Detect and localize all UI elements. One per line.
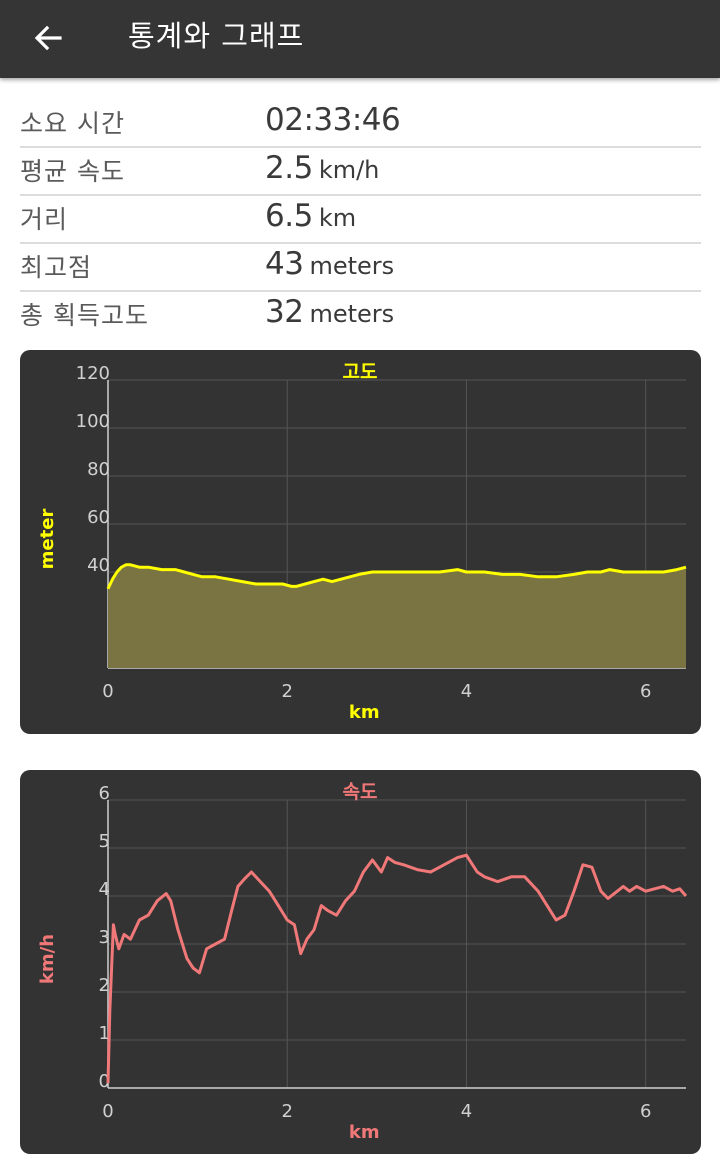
y-tick-label: 100 xyxy=(76,411,110,432)
y-tick-label: 1 xyxy=(99,1023,110,1044)
x-tick-label: 4 xyxy=(461,681,472,702)
y-tick-label: 5 xyxy=(99,831,110,852)
stat-value: 2.5 km/h xyxy=(265,150,379,186)
stat-row-max-elevation: 최고점 43 meters xyxy=(20,244,701,292)
stat-value: 02:33:46 xyxy=(265,102,401,138)
y-tick-label: 0 xyxy=(99,1071,110,1092)
x-tick-label: 0 xyxy=(102,681,113,702)
stat-value: 43 meters xyxy=(265,246,394,282)
x-axis-label: km xyxy=(349,1122,380,1143)
x-tick-label: 2 xyxy=(281,681,292,702)
arrow-left-icon xyxy=(34,25,62,51)
stat-label: 총 획득고도 xyxy=(20,301,149,330)
stat-unit: km/h xyxy=(318,156,380,184)
chart-title: 고도 xyxy=(343,361,378,383)
stat-unit: meters xyxy=(309,300,395,328)
page-title: 통계와 그래프 xyxy=(128,19,305,53)
stat-row-duration: 소요 시간 02:33:46 xyxy=(20,100,701,148)
stat-unit: km xyxy=(318,204,357,232)
stat-row-avg-speed: 평균 속도 2.5 km/h xyxy=(20,148,701,196)
app-bar: 통계와 그래프 xyxy=(0,0,720,78)
y-tick-label: 40 xyxy=(87,555,110,576)
y-tick-label: 2 xyxy=(99,975,110,996)
stat-unit: meters xyxy=(309,252,395,280)
elevation-area-fill xyxy=(108,564,686,668)
y-tick-label: 120 xyxy=(76,363,110,384)
y-tick-label: 4 xyxy=(99,879,110,900)
stat-label: 소요 시간 xyxy=(20,109,125,138)
stat-value: 6.5 km xyxy=(265,198,356,234)
x-tick-label: 6 xyxy=(640,681,651,702)
stats-list: 소요 시간 02:33:46 평균 속도 2.5 km/h 거리 6.5 km 최고… xyxy=(20,100,701,338)
stat-label: 최고점 xyxy=(20,253,93,282)
stat-value: 32 meters xyxy=(265,294,394,330)
back-button[interactable] xyxy=(20,12,76,64)
y-tick-label: 80 xyxy=(87,459,110,480)
x-tick-label: 0 xyxy=(102,1101,113,1122)
y-tick-label: 3 xyxy=(99,927,110,948)
x-axis-label: km xyxy=(349,702,380,723)
x-tick-label: 4 xyxy=(461,1101,472,1122)
stat-label: 거리 xyxy=(20,205,69,234)
stat-row-elevation-gain: 총 획득고도 32 meters xyxy=(20,292,701,338)
elevation-line xyxy=(106,563,687,590)
speed-line xyxy=(106,853,688,1084)
y-tick-label: 60 xyxy=(87,507,110,528)
stat-number: 32 xyxy=(265,294,304,330)
y-axis-label: km/h xyxy=(37,934,58,984)
x-tick-label: 2 xyxy=(281,1101,292,1122)
speed-chart-card: 0 2 4 6 0 1 2 3 4 5 6 속도 km km/h xyxy=(20,770,701,1154)
stat-number: 2.5 xyxy=(265,150,313,186)
elevation-chart-card: 0 2 4 6 40 60 80 100 120 고도 km meter xyxy=(20,350,701,734)
elevation-chart[interactable]: 0 2 4 6 40 60 80 100 120 고도 km meter xyxy=(20,350,701,734)
speed-chart[interactable]: 0 2 4 6 0 1 2 3 4 5 6 속도 km km/h xyxy=(20,770,701,1154)
x-tick-label: 6 xyxy=(640,1101,651,1122)
stat-number: 02:33:46 xyxy=(265,102,401,138)
chart-title: 속도 xyxy=(343,781,378,803)
y-axis-label: meter xyxy=(37,509,58,570)
stat-number: 6.5 xyxy=(265,198,313,234)
stat-row-distance: 거리 6.5 km xyxy=(20,196,701,244)
stat-label: 평균 속도 xyxy=(20,157,125,186)
y-tick-label: 6 xyxy=(99,783,110,804)
stat-number: 43 xyxy=(265,246,304,282)
